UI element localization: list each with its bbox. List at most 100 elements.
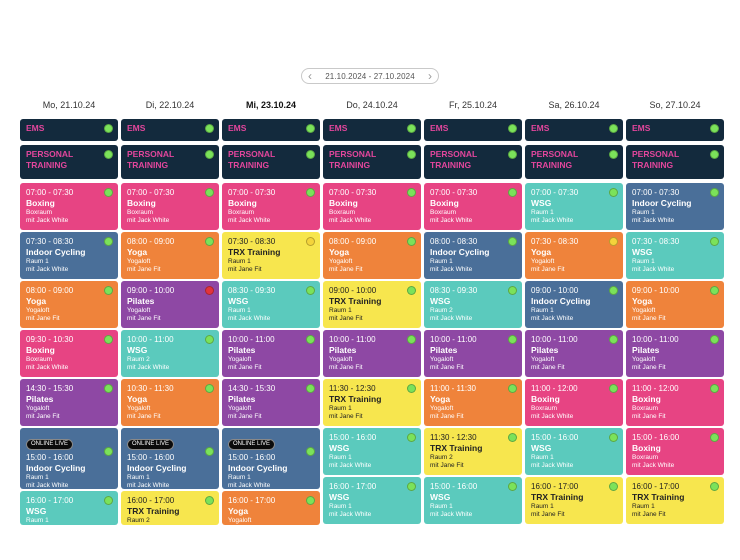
class-card[interactable]: 16:00 - 17:00 WSG Raum 1 mit Jack White bbox=[323, 477, 421, 524]
class-card[interactable]: 10:00 - 11:00 Pilates Yogaloft mit Jane Fit bbox=[626, 330, 724, 377]
availability-dot-icon bbox=[508, 482, 517, 491]
class-card[interactable]: 14:30 - 15:30 Pilates Yogaloft mit Jane Fit bbox=[20, 379, 118, 426]
class-card[interactable]: 08:00 - 09:00 Yoga Yogaloft mit Jane Fit bbox=[323, 232, 421, 279]
class-card[interactable]: 10:30 - 11:30 Yoga Yogaloft mit Jane Fit bbox=[121, 379, 219, 426]
ems-card[interactable]: EMS bbox=[222, 119, 320, 141]
class-card[interactable]: 08:30 - 09:30 WSG Raum 1 mit Jack White bbox=[222, 281, 320, 328]
availability-dot-icon bbox=[609, 150, 618, 159]
class-card[interactable]: 11:30 - 12:30 TRX Training Raum 2 mit Jane … bbox=[424, 428, 522, 475]
class-name: Yoga bbox=[127, 247, 148, 257]
availability-dot-icon bbox=[407, 150, 416, 159]
class-trainer: mit Jack White bbox=[127, 364, 170, 371]
class-name: Indoor Cycling bbox=[228, 463, 288, 473]
ems-card[interactable]: EMS bbox=[20, 119, 118, 141]
class-card[interactable]: 10:00 - 11:00 Pilates Yogaloft mit Jane Fit bbox=[525, 330, 623, 377]
class-card[interactable]: 07:00 - 07:30 Boxing Boxraum mit Jack White bbox=[323, 183, 421, 230]
personal-training-card[interactable]: PERSONAL TRAINING bbox=[626, 145, 724, 179]
class-time: 07:30 - 08:30 bbox=[632, 237, 680, 246]
personal-training-card[interactable]: PERSONAL TRAINING bbox=[323, 145, 421, 179]
class-room: Yogaloft bbox=[430, 405, 454, 412]
chevron-left-icon[interactable]: ‹ bbox=[308, 69, 312, 83]
class-time: 11:00 - 12:00 bbox=[632, 384, 679, 393]
class-card[interactable]: ONLINE LIVE 15:00 - 16:00 Indoor Cycling Ra… bbox=[121, 428, 219, 489]
class-name: WSG bbox=[430, 296, 451, 306]
class-card[interactable]: 11:00 - 11:30 Yoga Yogaloft mit Jane Fit bbox=[424, 379, 522, 426]
class-card[interactable]: 15:00 - 16:00 WSG Raum 1 mit Jack White bbox=[525, 428, 623, 475]
class-card[interactable]: 11:00 - 12:00 Boxing Boxraum mit Jack White bbox=[525, 379, 623, 426]
class-card[interactable]: 10:00 - 11:00 Pilates Yogaloft mit Jane Fit bbox=[424, 330, 522, 377]
class-room: Raum 1 bbox=[531, 209, 554, 216]
class-room: Raum 1 bbox=[329, 503, 352, 510]
class-card[interactable]: 07:00 - 07:30 Indoor Cycling Raum 1 mit Jac… bbox=[626, 183, 724, 230]
class-card[interactable]: 07:00 - 07:30 Boxing Boxraum mit Jack White bbox=[222, 183, 320, 230]
class-trainer: mit Jack White bbox=[26, 266, 69, 273]
class-time: 07:00 - 07:30 bbox=[228, 188, 276, 197]
class-time: 10:00 - 11:00 bbox=[228, 335, 275, 344]
class-name: Pilates bbox=[531, 345, 559, 355]
class-card[interactable]: 08:00 - 09:00 Yoga Yogaloft mit Jane Fit bbox=[121, 232, 219, 279]
class-name: Indoor Cycling bbox=[632, 198, 692, 208]
class-card[interactable]: ONLINE LIVE 15:00 - 16:00 Indoor Cycling Ra… bbox=[222, 428, 320, 489]
availability-dot-icon bbox=[407, 384, 416, 393]
personal-training-card[interactable]: PERSONAL TRAINING bbox=[222, 145, 320, 179]
ems-card[interactable]: EMS bbox=[525, 119, 623, 141]
personal-training-card[interactable]: PERSONAL TRAINING bbox=[121, 145, 219, 179]
card-title: PERSONAL TRAINING bbox=[26, 149, 74, 170]
availability-dot-icon bbox=[407, 335, 416, 344]
class-card[interactable]: 16:00 - 17:00 TRX Training Raum 1 mit Jane … bbox=[525, 477, 623, 524]
class-card[interactable]: 10:00 - 11:00 Pilates Yogaloft mit Jane Fit bbox=[222, 330, 320, 377]
class-card[interactable]: 16:00 - 17:00 TRX Training Raum 1 mit Jane … bbox=[626, 477, 724, 524]
class-name: TRX Training bbox=[127, 506, 180, 516]
class-time: 07:30 - 08:30 bbox=[26, 237, 74, 246]
class-card[interactable]: 15:00 - 16:00 WSG Raum 1 mit Jack White bbox=[424, 477, 522, 524]
availability-dot-icon bbox=[508, 335, 517, 344]
personal-training-card[interactable]: PERSONAL TRAINING bbox=[525, 145, 623, 179]
class-card[interactable]: 07:30 - 08:30 Yoga Yogaloft mit Jane Fit bbox=[525, 232, 623, 279]
ems-card[interactable]: EMS bbox=[121, 119, 219, 141]
class-card[interactable]: 07:30 - 08:30 WSG Raum 1 mit Jack White bbox=[626, 232, 724, 279]
class-name: Indoor Cycling bbox=[430, 247, 490, 257]
class-card[interactable]: 08:00 - 08:30 Indoor Cycling Raum 1 mit Jac… bbox=[424, 232, 522, 279]
class-trainer: mit Jack White bbox=[26, 482, 69, 489]
class-time: 10:00 - 11:00 bbox=[430, 335, 477, 344]
class-card[interactable]: ONLINE LIVE 15:00 - 16:00 Indoor Cycling Ra… bbox=[20, 428, 118, 489]
ems-card[interactable]: EMS bbox=[424, 119, 522, 141]
class-name: Boxing bbox=[632, 394, 661, 404]
ems-card[interactable]: EMS bbox=[626, 119, 724, 141]
class-card[interactable]: 09:00 - 10:00 TRX Training Raum 1 mit Jane … bbox=[323, 281, 421, 328]
class-room: Yogaloft bbox=[531, 356, 555, 363]
class-card[interactable]: 11:30 - 12:30 TRX Training Raum 1 mit Jane … bbox=[323, 379, 421, 426]
class-card[interactable]: 10:00 - 11:00 WSG Raum 2 mit Jack White bbox=[121, 330, 219, 377]
class-card[interactable]: 15:00 - 16:00 Boxing Boxraum mit Jack White bbox=[626, 428, 724, 475]
class-name: WSG bbox=[632, 247, 653, 257]
class-card[interactable]: 10:00 - 11:00 Pilates Yogaloft mit Jane Fit bbox=[323, 330, 421, 377]
personal-training-card[interactable]: PERSONAL TRAINING bbox=[424, 145, 522, 179]
class-card[interactable]: 07:00 - 07:30 Boxing Boxraum mit Jack White bbox=[121, 183, 219, 230]
class-card[interactable]: 07:00 - 07:30 Boxing Boxraum mit Jack White bbox=[20, 183, 118, 230]
class-card[interactable]: 09:00 - 10:00 Yoga Yogaloft mit Jane Fit bbox=[626, 281, 724, 328]
availability-dot-icon bbox=[205, 124, 214, 133]
class-card[interactable]: 09:00 - 10:00 Indoor Cycling Raum 1 mit Jac… bbox=[525, 281, 623, 328]
class-card[interactable]: 07:30 - 08:30 Indoor Cycling Raum 1 mit Jac… bbox=[20, 232, 118, 279]
class-card[interactable]: 09:30 - 10:30 Boxing Boxraum mit Jack White bbox=[20, 330, 118, 377]
ems-card[interactable]: EMS bbox=[323, 119, 421, 141]
class-card[interactable]: 08:00 - 09:00 Yoga Yogaloft mit Jane Fit bbox=[20, 281, 118, 328]
chevron-right-icon[interactable]: › bbox=[428, 69, 432, 83]
class-card[interactable]: 11:00 - 12:00 Boxing Boxraum mit Jane Fit bbox=[626, 379, 724, 426]
availability-dot-icon bbox=[306, 237, 315, 246]
class-card[interactable]: 09:00 - 10:00 Pilates Yogaloft mit Jane Fit bbox=[121, 281, 219, 328]
class-room: Yogaloft bbox=[26, 405, 50, 412]
class-card[interactable]: 15:00 - 16:00 WSG Raum 1 mit Jack White bbox=[323, 428, 421, 475]
availability-dot-icon bbox=[508, 384, 517, 393]
availability-dot-icon bbox=[508, 433, 517, 442]
class-card[interactable]: 07:30 - 08:30 TRX Training Raum 1 mit Jane … bbox=[222, 232, 320, 279]
class-card[interactable]: 07:00 - 07:30 Boxing Boxraum mit Jack White bbox=[424, 183, 522, 230]
class-card[interactable]: 07:00 - 07:30 WSG Raum 1 mit Jack White bbox=[525, 183, 623, 230]
personal-training-card[interactable]: PERSONAL TRAINING bbox=[20, 145, 118, 179]
class-card[interactable]: 08:30 - 09:30 WSG Raum 2 mit Jack White bbox=[424, 281, 522, 328]
class-card[interactable]: 14:30 - 15:30 Pilates Yogaloft mit Jane Fit bbox=[222, 379, 320, 426]
availability-dot-icon bbox=[508, 237, 517, 246]
